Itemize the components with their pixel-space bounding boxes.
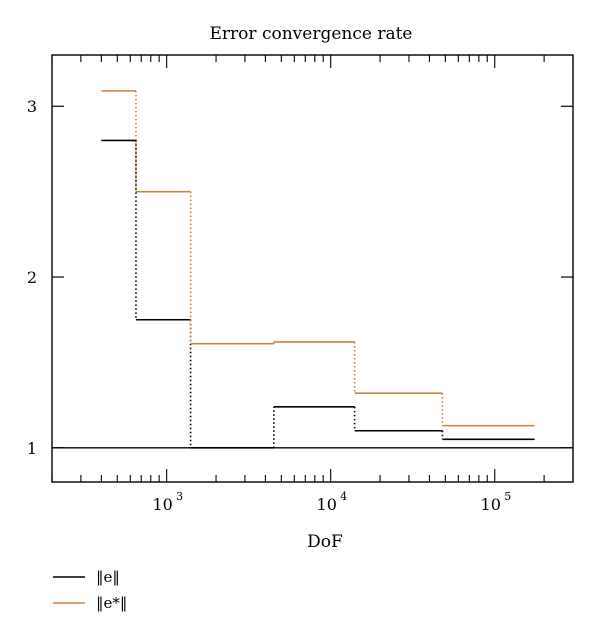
legend: ‖e‖ ‖e*‖ [53,568,127,612]
y-tick-label: 1 [27,439,37,458]
x-tick-exponent: 5 [504,490,511,503]
x-tick-label: 10 [481,495,501,514]
x-tick-label: 10 [152,495,172,514]
series-1 [101,139,535,449]
y-tick-label: 3 [27,97,37,116]
plot-frame [51,54,574,483]
series-2 [101,90,535,427]
x-axis-label: DoF [307,532,343,552]
y-tick-label: 2 [27,268,37,287]
x-tick-exponent: 4 [340,490,347,503]
legend-label: ‖e*‖ [96,594,127,612]
x-tick-exponent: 3 [176,490,183,503]
chart-title: Error convergence rate [210,24,413,44]
legend-label: ‖e‖ [96,568,120,586]
x-tick-label: 10 [317,495,337,514]
